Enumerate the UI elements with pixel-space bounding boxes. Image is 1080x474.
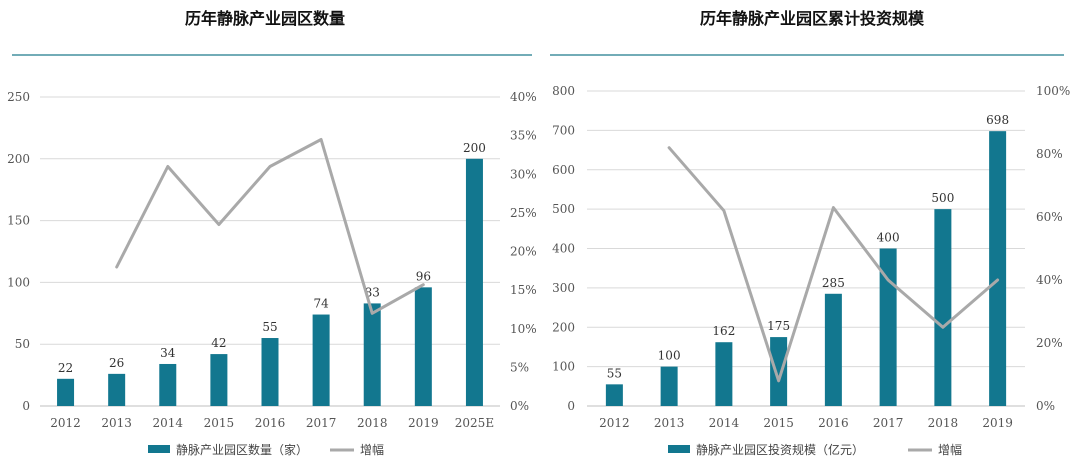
y-left-tick-label: 200: [552, 320, 575, 334]
y-right-tick-label: 30%: [510, 167, 537, 181]
x-tick-label: 2016: [255, 416, 286, 430]
bar-data-label: 74: [313, 297, 329, 311]
y-left-tick-label: 100: [7, 275, 30, 289]
bar: [715, 342, 733, 406]
y-left-tick-label: 600: [552, 163, 575, 177]
y-right-tick-label: 35%: [510, 129, 537, 143]
growth-line: [667, 146, 1000, 383]
x-tick-label: 2018: [357, 416, 388, 430]
bar-data-label: 34: [160, 346, 176, 360]
legend-bar-swatch: [668, 445, 690, 453]
chart-title: 历年静脉产业园区累计投资规模: [700, 9, 925, 28]
bar: [57, 378, 75, 406]
y-left-tick-label: 250: [7, 90, 30, 104]
y-left-tick-label: 200: [7, 152, 30, 166]
bar-data-label: 55: [607, 366, 622, 380]
chart-investment-scale: 历年静脉产业园区累计投资规模 0 100 200 300 400 500 600 700 800 0…: [550, 9, 1070, 457]
bar: [605, 384, 623, 406]
chart-title: 历年静脉产业园区数量: [185, 9, 345, 28]
y-right-tick-label: 25%: [510, 206, 537, 220]
chart-park-count: 历年静脉产业园区数量 0 50 100 150 200 250 0% 5% 10% 15% 20% 25…: [7, 9, 537, 457]
bar-data-label: 162: [712, 324, 735, 338]
legend-bar-swatch: [148, 445, 170, 453]
y-right-tick-label: 20%: [1036, 336, 1063, 350]
bar: [989, 131, 1007, 406]
x-tick-label: 2016: [818, 416, 849, 430]
y-right-tick-label: 0%: [510, 399, 529, 413]
bar-data-label: 22: [58, 361, 73, 375]
bar: [210, 354, 228, 406]
bar: [770, 337, 788, 406]
bar-data-label: 100: [658, 349, 681, 363]
bar: [363, 303, 381, 406]
x-tick-label: 2025E: [455, 416, 494, 430]
x-tick-label: 2015: [204, 416, 235, 430]
y-right-tick-label: 0%: [1036, 399, 1055, 413]
x-tick-label: 2015: [763, 416, 794, 430]
legend-line-label: 增幅: [938, 442, 962, 457]
x-tick-label: 2018: [928, 416, 959, 430]
bar: [660, 366, 678, 406]
bar: [108, 373, 126, 406]
bar: [824, 293, 842, 406]
legend-bar-label: 静脉产业园区数量（家）: [176, 442, 308, 457]
y-left-tick-label: 0: [22, 399, 30, 413]
y-left-tick-label: 300: [552, 281, 575, 295]
x-tick-label: 2014: [153, 416, 184, 430]
y-left-tick-label: 800: [552, 84, 575, 98]
y-right-tick-label: 20%: [510, 245, 537, 259]
bar-data-label: 26: [109, 356, 124, 370]
growth-line: [115, 138, 425, 315]
x-tick-label: 2019: [982, 416, 1013, 430]
x-tick-label: 2013: [654, 416, 685, 430]
bar: [934, 209, 952, 406]
bar-data-label: 175: [767, 319, 790, 333]
legend-bar-label: 静脉产业园区投资规模（亿元）: [696, 442, 864, 457]
y-left-tick-label: 50: [15, 337, 30, 351]
bar-data-label: 285: [822, 276, 845, 290]
y-left-tick-label: 700: [552, 123, 575, 137]
bar: [879, 248, 897, 406]
bar: [159, 363, 177, 406]
x-tick-label: 2014: [709, 416, 740, 430]
y-right-tick-label: 40%: [510, 90, 537, 104]
bar-data-label: 500: [931, 191, 954, 205]
y-right-tick-label: 80%: [1036, 147, 1063, 161]
bar-data-label: 96: [416, 269, 431, 283]
x-tick-label: 2012: [50, 416, 81, 430]
x-tick-label: 2017: [306, 416, 337, 430]
x-tick-label: 2012: [599, 416, 630, 430]
y-right-tick-label: 100%: [1036, 84, 1070, 98]
y-right-tick-label: 15%: [510, 283, 537, 297]
y-right-tick-label: 60%: [1036, 210, 1063, 224]
y-left-tick-label: 150: [7, 214, 30, 228]
legend-line-label: 增幅: [360, 442, 384, 457]
y-right-tick-label: 5%: [510, 360, 529, 374]
bar: [465, 158, 483, 406]
y-left-tick-label: 500: [552, 202, 575, 216]
x-tick-label: 2019: [408, 416, 439, 430]
bar: [414, 287, 432, 406]
bar: [312, 314, 330, 406]
bar-data-label: 698: [986, 113, 1009, 127]
x-tick-label: 2013: [101, 416, 132, 430]
y-right-tick-label: 10%: [510, 322, 537, 336]
x-tick-label: 2017: [873, 416, 904, 430]
bar-data-label: 400: [877, 231, 900, 245]
y-right-tick-label: 40%: [1036, 273, 1063, 287]
y-left-tick-label: 100: [552, 360, 575, 374]
y-left-tick-label: 0: [567, 399, 575, 413]
bar-data-label: 200: [463, 141, 486, 155]
bar-data-label: 42: [211, 336, 226, 350]
bar-data-label: 55: [262, 320, 277, 334]
y-left-tick-label: 400: [552, 242, 575, 256]
bar: [261, 338, 279, 406]
